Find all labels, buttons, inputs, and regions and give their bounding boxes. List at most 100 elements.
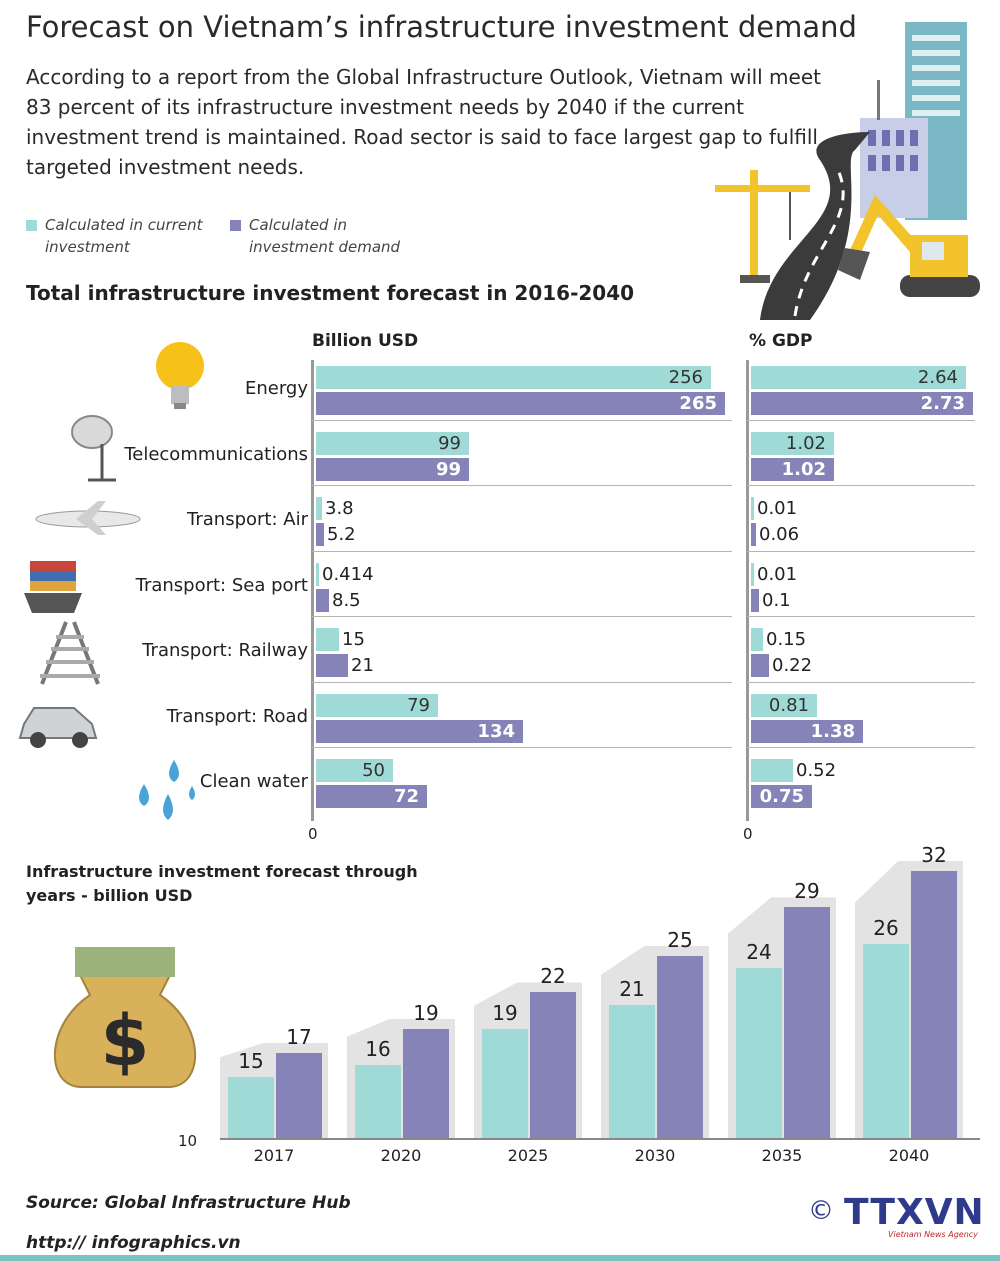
years-value-demand: 17 <box>286 1025 312 1050</box>
gdp-row-separator <box>747 550 975 552</box>
billion-usd-label: Billion USD <box>312 331 419 351</box>
years-bar-demand <box>276 1053 322 1138</box>
years-category-label: 2017 <box>253 1146 295 1165</box>
years-bar-current <box>482 1028 528 1138</box>
usd-bar-current <box>316 562 319 586</box>
usd-value-label: 79 <box>407 694 430 716</box>
gdp-value-label: 0.52 <box>796 760 837 781</box>
gdp-row-separator <box>747 419 975 421</box>
usd-bar-demand <box>316 457 469 481</box>
usd-row-separator <box>312 747 732 748</box>
gdp-percent-label: % GDP <box>749 331 813 351</box>
baseline-label: 10 <box>178 1132 198 1150</box>
gdp-value-label: 1.02 <box>785 432 826 454</box>
usd-value-label: 134 <box>477 720 515 742</box>
gdp-bar-demand <box>751 457 834 481</box>
years-bar-current <box>736 968 782 1138</box>
gdp-value-label: 1.02 <box>781 458 826 480</box>
gdp-value-label: 0.1 <box>762 589 791 611</box>
crane-icon <box>715 170 810 283</box>
years-bar-chart: 15 17 2017 16 19 2020 19 22 2025 21 25 2030 24 29 2035… <box>220 843 963 1165</box>
gdp-value-label: 2.73 <box>920 393 965 414</box>
money-bag-icon: $ <box>53 947 197 1088</box>
category-label: Clean water <box>199 771 308 792</box>
years-bar-current <box>863 943 909 1138</box>
gdp-bar-demand <box>751 392 973 415</box>
years-value-current: 21 <box>619 976 645 1001</box>
years-bar-current <box>228 1077 274 1138</box>
years-category-label: 2035 <box>761 1146 803 1165</box>
usd-value-label: 72 <box>393 786 419 807</box>
gdp-row-separator <box>747 681 975 683</box>
years-value-demand: 32 <box>921 843 947 867</box>
airplane-icon <box>35 501 141 535</box>
section-title: Total infrastructure investment forecast… <box>26 281 635 305</box>
usd-value-label: 8.5 <box>332 589 361 611</box>
years-value-demand: 29 <box>794 879 820 904</box>
usd-bar-current <box>316 693 438 717</box>
years-bar-demand <box>784 907 830 1138</box>
years-category-label: 2025 <box>507 1146 549 1165</box>
usd-bar-current <box>316 366 711 389</box>
years-bar-demand <box>403 1028 449 1138</box>
bottom-stripe <box>0 1255 1000 1261</box>
usd-value-label: 50 <box>362 760 385 781</box>
gdp-bar-current <box>751 628 763 651</box>
usd-value-label: 265 <box>679 393 717 414</box>
gdp-bar-demand <box>751 588 759 612</box>
category-label: Energy <box>244 378 308 399</box>
usd-bar-current <box>316 628 339 651</box>
usd-row-separator <box>312 681 732 683</box>
years-value-current: 19 <box>492 1000 518 1025</box>
gdp-value-label: 1.38 <box>810 720 855 742</box>
years-bar-demand <box>530 992 576 1138</box>
legend-demand-swatch <box>230 220 241 231</box>
cargo-ship-icon <box>24 561 82 613</box>
usd-value-label: 99 <box>435 458 461 480</box>
years-bar-current <box>609 1004 655 1138</box>
gdp-value-label: 0.75 <box>759 786 804 807</box>
years-category-label: 2030 <box>634 1146 676 1165</box>
years-value-current: 26 <box>873 915 899 940</box>
usd-bar-demand <box>316 785 427 808</box>
years-value-current: 15 <box>238 1049 264 1074</box>
excavator-icon <box>838 195 980 297</box>
years-bar-demand <box>911 871 957 1138</box>
gdp-bar-demand <box>751 654 769 677</box>
gdp-bar-current <box>751 562 754 586</box>
gdp-value-label: 0.06 <box>759 524 800 545</box>
usd-value-label: 99 <box>438 432 461 454</box>
usd-value-label: 256 <box>668 367 703 388</box>
usd-bar-demand <box>316 392 725 415</box>
usd-bar-demand <box>316 654 348 677</box>
gdp-value-label: 0.81 <box>768 694 809 716</box>
svg-text:$: $ <box>101 1000 150 1082</box>
gdp-row-separator <box>747 616 975 617</box>
horizontal-bar-charts: Energy Telecommunications Transport: Air Tr… <box>124 360 975 843</box>
legend-demand-label: Calculated in investment demand <box>249 216 401 256</box>
category-label: Transport: Railway <box>142 640 308 661</box>
gdp-value-label: 0.01 <box>757 498 798 519</box>
gdp-bar-current <box>751 431 834 455</box>
category-label: Transport: Road <box>166 705 308 727</box>
legend-current-swatch <box>26 220 37 231</box>
legend-current: Calculated in current investment <box>26 214 206 258</box>
years-category-label: 2040 <box>888 1146 930 1165</box>
years-value-demand: 22 <box>540 964 566 989</box>
usd-row-separator <box>312 419 732 421</box>
usd-axis-line <box>311 360 314 821</box>
years-value-current: 16 <box>365 1037 391 1062</box>
ttxvn-logo: © TTXVN Vietnam News Agency <box>808 1192 984 1246</box>
category-label: Transport: Sea port <box>135 574 308 596</box>
source-url[interactable]: http:// infographics.vn <box>26 1233 241 1253</box>
logo-subtitle: Vietnam News Agency <box>888 1230 978 1239</box>
source-note: Source: Global Infrastructure Hub <box>26 1193 351 1213</box>
usd-bar-demand <box>316 523 324 546</box>
years-value-demand: 19 <box>413 1000 439 1025</box>
construction-illustration <box>715 22 980 320</box>
car-icon <box>18 707 98 748</box>
usd-row-separator <box>312 616 732 617</box>
gdp-axis-line <box>746 360 749 821</box>
gdp-bar-current <box>751 759 793 782</box>
usd-value-label: 21 <box>351 655 374 676</box>
